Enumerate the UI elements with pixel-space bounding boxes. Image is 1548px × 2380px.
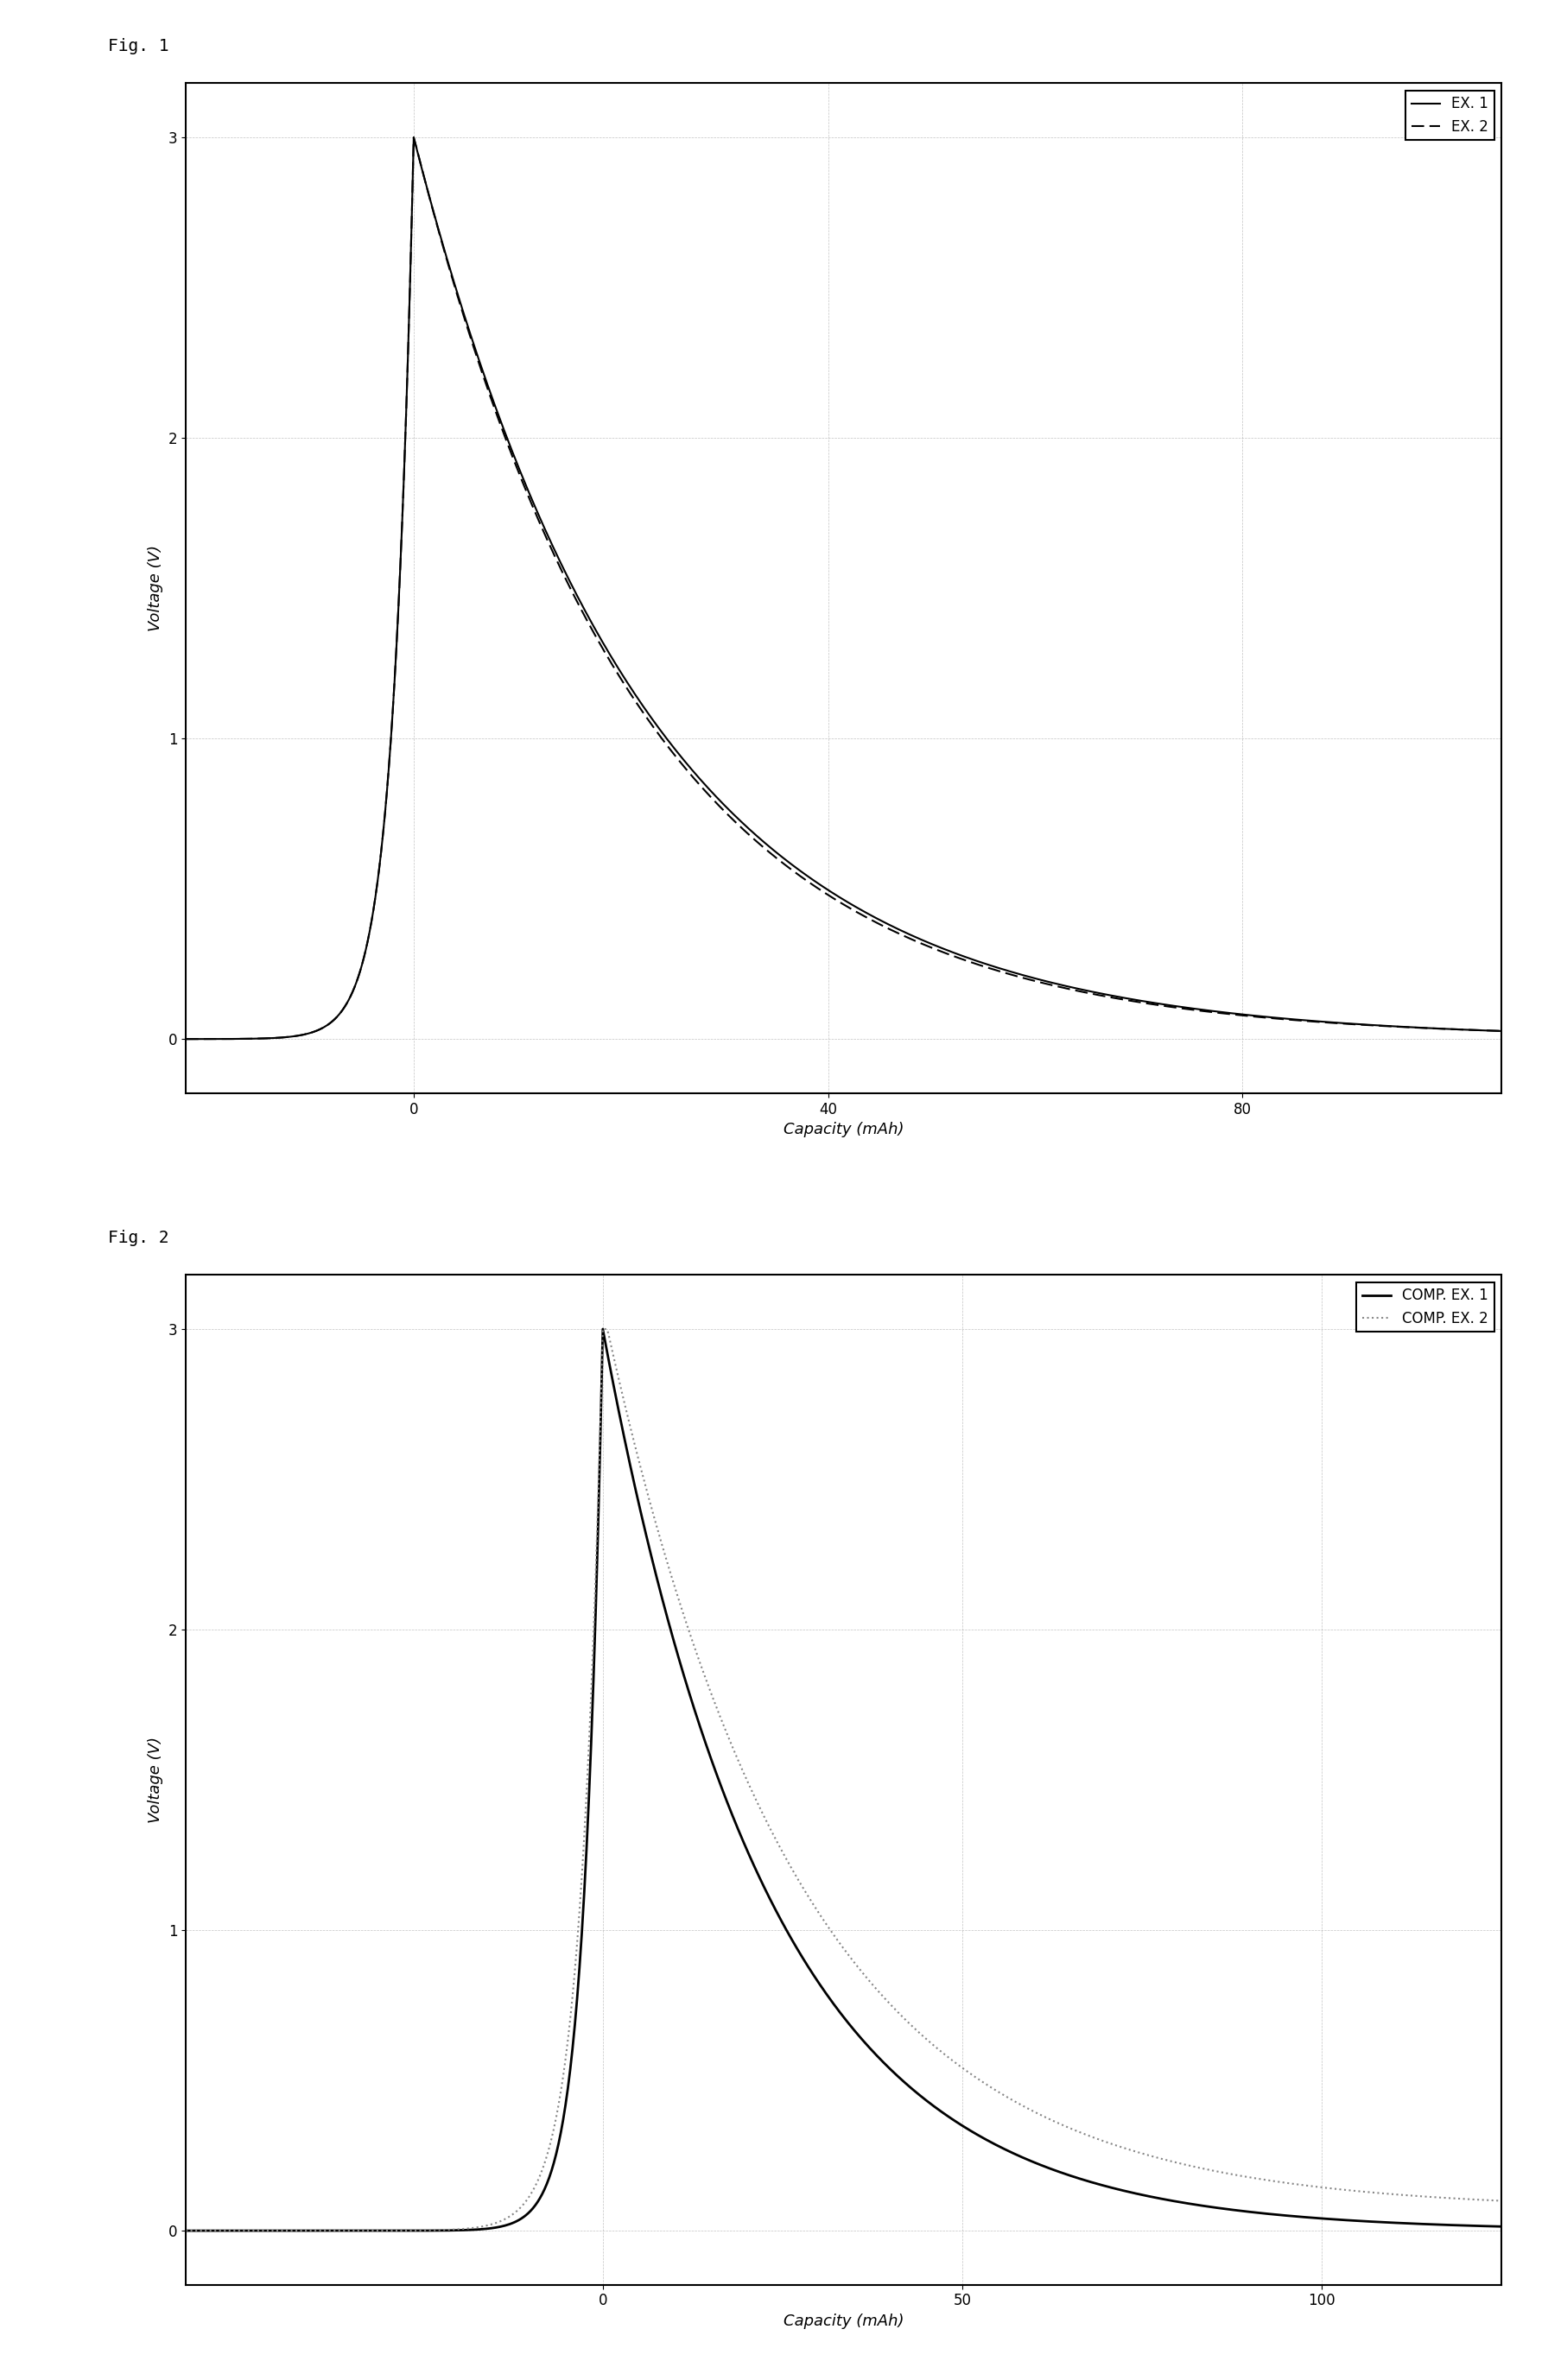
- Line: EX. 1: EX. 1: [186, 138, 1502, 1040]
- COMP. EX. 2: [176, 2216, 195, 2244]
- EX. 1: [176, 1026, 195, 1054]
- COMP. EX. 1: [593, 1314, 611, 1342]
- COMP. EX. 2: [1276, 2168, 1294, 2197]
- X-axis label: Capacity (mAh): Capacity (mAh): [783, 1121, 904, 1138]
- EX. 1: [1187, 995, 1206, 1023]
- COMP. EX. 2: [1217, 2159, 1235, 2187]
- COMP. EX. 1: [1358, 2206, 1376, 2235]
- COMP. EX. 2: [593, 1314, 611, 1342]
- Legend: COMP. EX. 1, COMP. EX. 2: COMP. EX. 1, COMP. EX. 2: [1356, 1283, 1494, 1333]
- Legend: EX. 1, EX. 2: EX. 1, EX. 2: [1406, 90, 1494, 140]
- EX. 2: [1187, 995, 1206, 1023]
- EX. 2: [176, 1026, 195, 1054]
- COMP. EX. 2: [1402, 2182, 1421, 2211]
- Line: EX. 2: EX. 2: [186, 138, 1502, 1040]
- X-axis label: Capacity (mAh): Capacity (mAh): [783, 2313, 904, 2330]
- COMP. EX. 2: [495, 2204, 514, 2232]
- COMP. EX. 1: [495, 2211, 514, 2240]
- Y-axis label: Voltage (V): Voltage (V): [149, 545, 164, 631]
- EX. 1: [404, 124, 423, 152]
- Line: COMP. EX. 2: COMP. EX. 2: [186, 1328, 1502, 2230]
- EX. 2: [464, 333, 483, 362]
- COMP. EX. 2: [1492, 2187, 1511, 2216]
- EX. 1: [1492, 1016, 1511, 1045]
- COMP. EX. 2: [1358, 2178, 1376, 2206]
- EX. 2: [1331, 1009, 1350, 1038]
- COMP. EX. 1: [1175, 2190, 1194, 2218]
- EX. 2: [404, 124, 423, 152]
- COMP. EX. 1: [1492, 2213, 1511, 2242]
- EX. 1: [203, 1026, 221, 1054]
- EX. 2: [296, 1021, 314, 1050]
- COMP. EX. 1: [1217, 2194, 1235, 2223]
- COMP. EX. 1: [1402, 2209, 1421, 2237]
- COMP. EX. 1: [176, 2216, 195, 2244]
- Line: COMP. EX. 1: COMP. EX. 1: [186, 1328, 1502, 2230]
- EX. 1: [296, 1021, 314, 1050]
- Text: Fig. 1: Fig. 1: [108, 38, 169, 55]
- EX. 2: [203, 1026, 221, 1054]
- Text: Fig. 2: Fig. 2: [108, 1230, 169, 1247]
- EX. 1: [1206, 997, 1224, 1026]
- EX. 1: [1331, 1009, 1350, 1038]
- COMP. EX. 1: [1276, 2202, 1294, 2230]
- COMP. EX. 2: [1175, 2149, 1194, 2178]
- EX. 1: [464, 331, 483, 359]
- EX. 2: [1492, 1016, 1511, 1045]
- Y-axis label: Voltage (V): Voltage (V): [149, 1737, 164, 1823]
- EX. 2: [1206, 997, 1224, 1026]
